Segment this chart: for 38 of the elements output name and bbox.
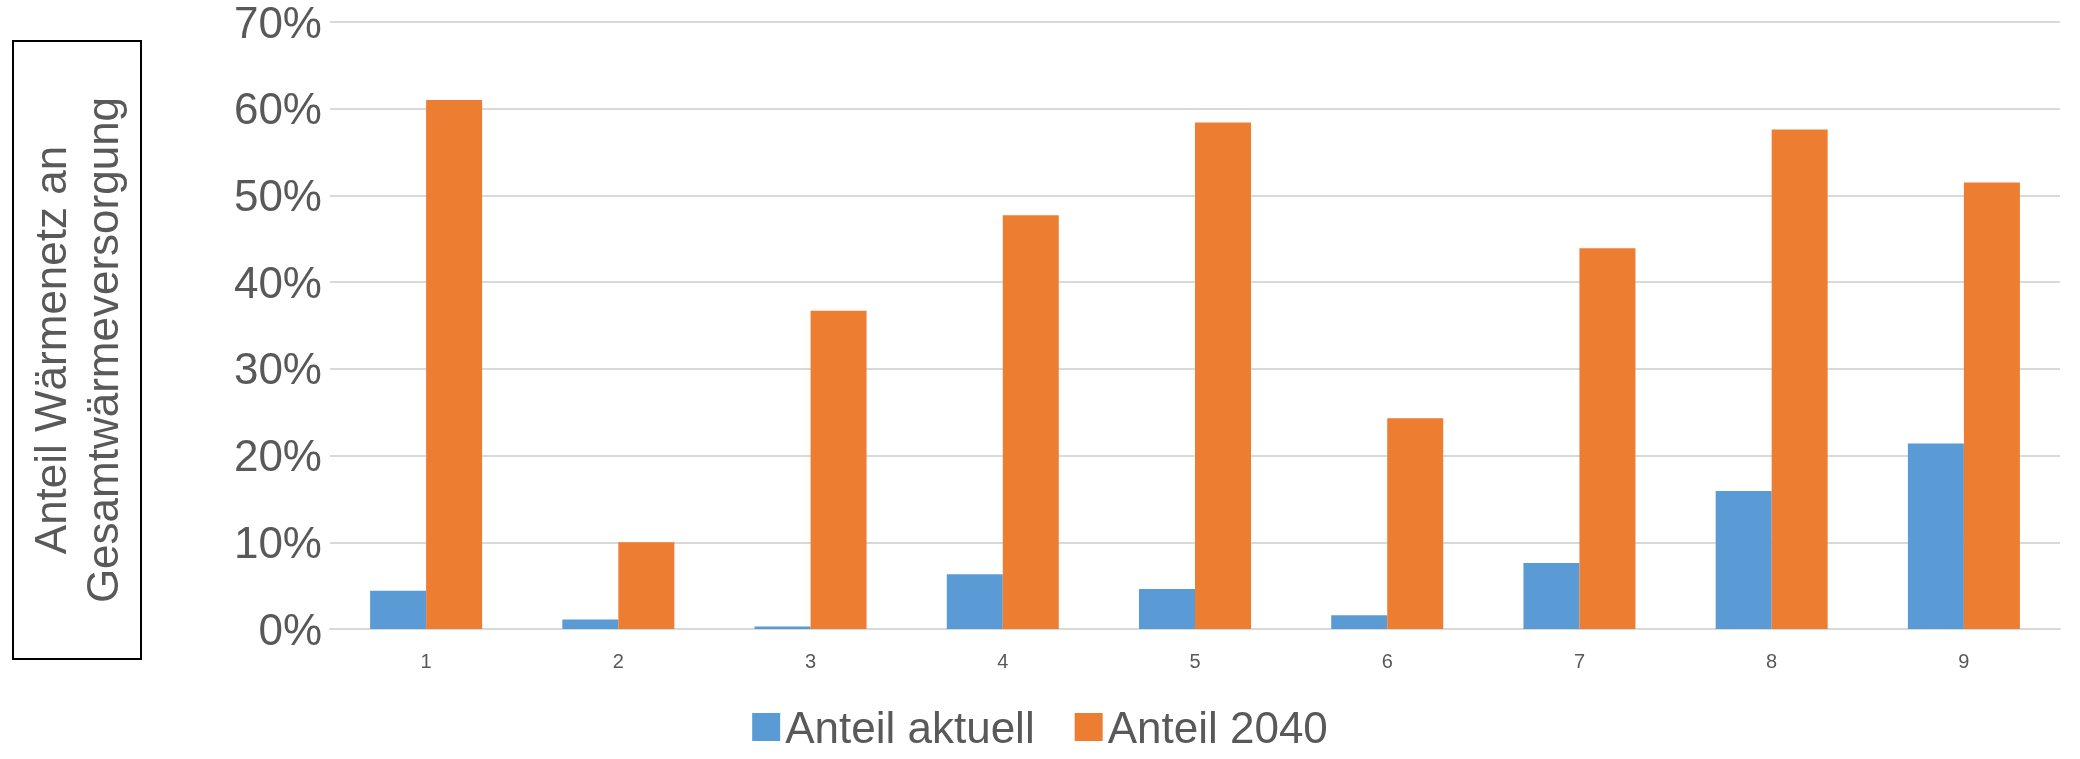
x-tick-label: 5: [1189, 650, 1201, 672]
legend-label: Anteil 2040: [1107, 702, 1328, 752]
x-tick-label: 6: [1381, 650, 1393, 672]
y-axis-title: Anteil Wärmenetz an Gesamtwärmeversorgung: [25, 96, 128, 604]
bar: [1963, 182, 2020, 629]
bar: [810, 310, 867, 629]
bar: [562, 619, 619, 629]
x-tick-label: 4: [997, 650, 1009, 672]
legend-label: Anteil aktuell: [785, 702, 1035, 752]
bar: [1579, 248, 1636, 629]
bar: [1139, 589, 1195, 629]
bar: [426, 100, 483, 629]
bar: [1523, 563, 1580, 629]
x-tick-label: 2: [612, 650, 624, 672]
y-tick-label: 10%: [233, 517, 322, 567]
bar: [1387, 418, 1444, 629]
y-tick-label: 40%: [233, 257, 322, 307]
y-tick-label: 0%: [258, 604, 322, 654]
x-tick-label: 1: [420, 650, 432, 672]
bar: [1907, 443, 1964, 629]
bar: [618, 542, 675, 629]
y-tick-label: 60%: [233, 84, 322, 134]
bar: [1002, 215, 1059, 629]
bar: [1715, 491, 1772, 629]
bar: [370, 590, 427, 629]
x-tick-label: 8: [1766, 650, 1778, 672]
x-tick-label: 9: [1958, 650, 1970, 672]
bar: [1771, 129, 1828, 629]
bar: [1195, 122, 1251, 629]
y-tick-label: 30%: [233, 344, 322, 394]
bar: [1331, 615, 1388, 629]
bar: [946, 574, 1003, 629]
y-tick-label: 70%: [233, 0, 322, 47]
x-tick-label: 7: [1573, 650, 1586, 672]
x-tick-label: 3: [804, 650, 817, 672]
bar: [754, 626, 811, 629]
y-tick-label: 50%: [233, 170, 322, 220]
y-tick-label: 20%: [233, 431, 322, 481]
